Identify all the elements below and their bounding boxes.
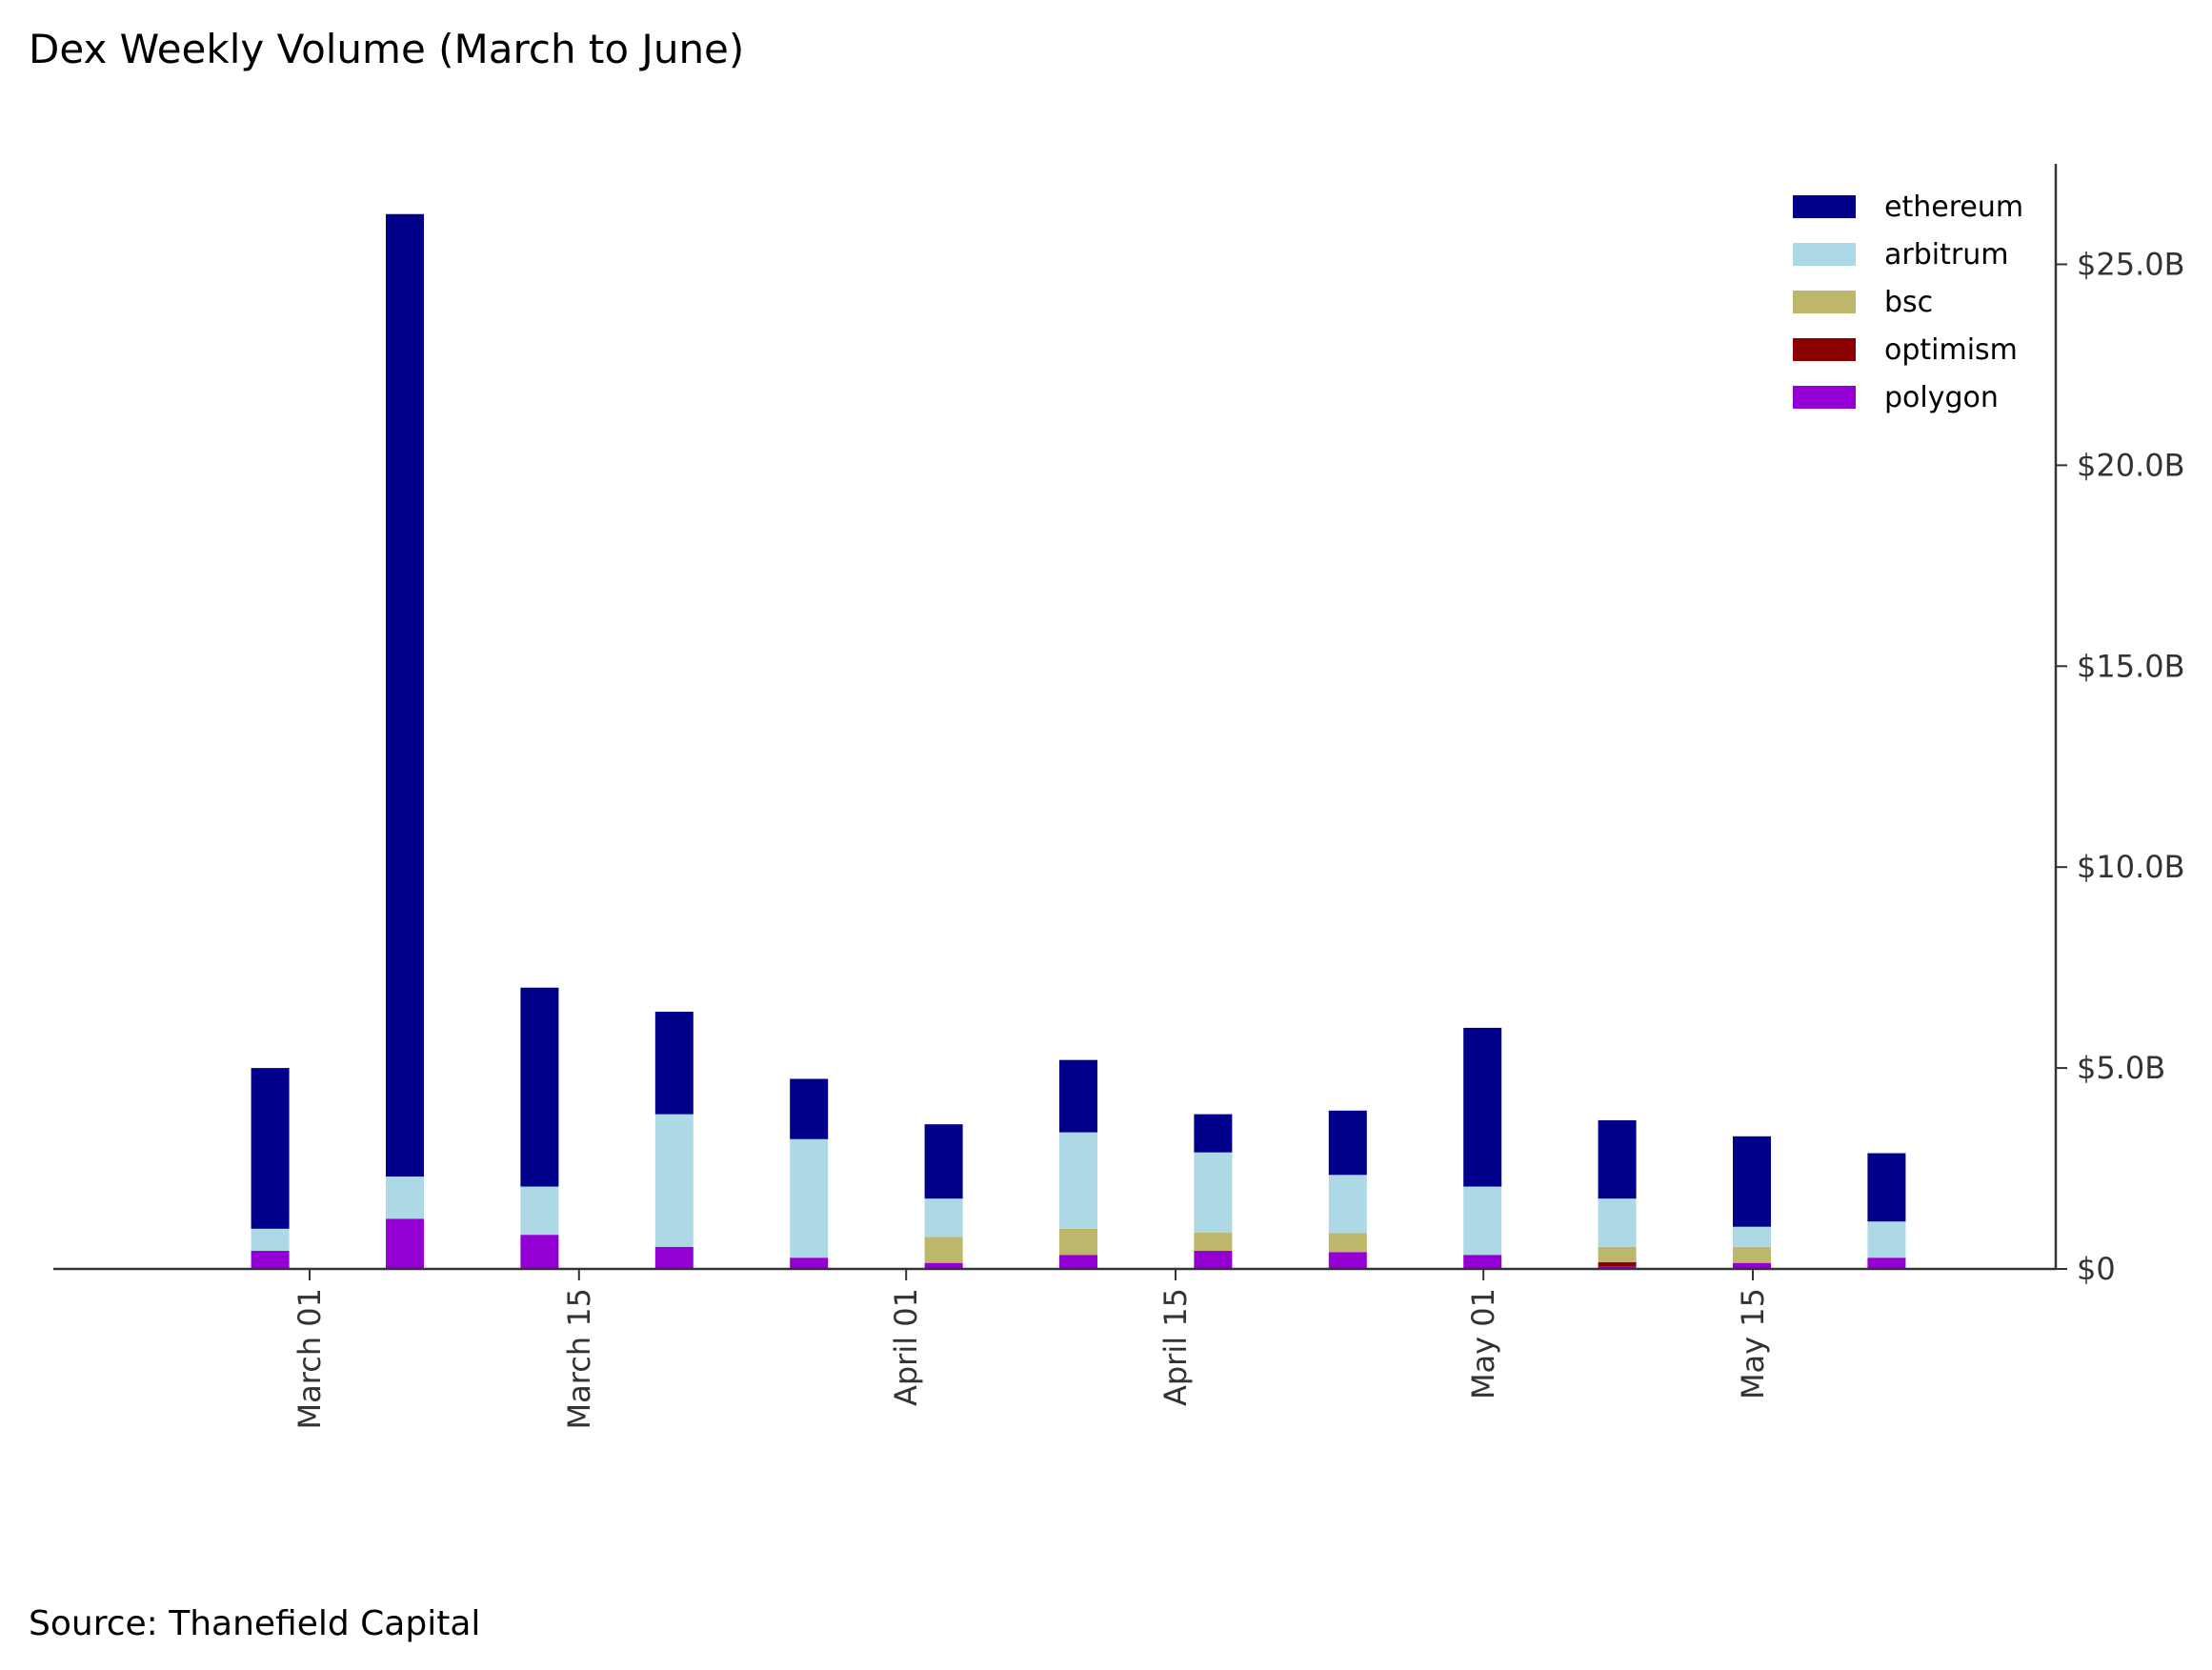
legend-swatch-optimism: [1793, 338, 1856, 361]
x-tick-label: March 15: [561, 1288, 597, 1429]
bar-polygon: [1463, 1255, 1502, 1269]
bar-bsc: [1059, 1228, 1097, 1256]
bar-polygon: [1867, 1258, 1906, 1269]
bar-ethereum: [790, 1078, 829, 1139]
legend-label-optimism: optimism: [1884, 333, 2018, 367]
y-tick-label: $25.0B: [2077, 246, 2185, 282]
bar-ethereum: [1463, 1027, 1502, 1187]
legend-label-polygon: polygon: [1884, 381, 1999, 414]
bar-polygon: [1194, 1251, 1233, 1269]
bar-bsc: [1194, 1233, 1233, 1252]
bar-ethereum: [520, 987, 559, 1187]
legend-label-arbitrum: arbitrum: [1884, 238, 2008, 272]
bar-optimism: [1598, 1261, 1637, 1267]
bar-ethereum: [654, 1012, 694, 1115]
bar-ethereum: [1328, 1110, 1367, 1176]
bar-polygon: [1328, 1252, 1367, 1269]
bar-polygon: [654, 1246, 694, 1269]
y-tick-label: $20.0B: [2077, 447, 2185, 483]
bar-polygon: [520, 1235, 559, 1269]
bar-polygon: [386, 1218, 424, 1269]
chart-title: Dex Weekly Volume (March to June): [29, 26, 745, 72]
y-tick-label: $10.0B: [2077, 849, 2185, 885]
bar-arbitrum: [1328, 1175, 1367, 1234]
bar-polygon: [1598, 1266, 1637, 1269]
x-tick-label: April 01: [888, 1288, 924, 1406]
bar-arbitrum: [924, 1198, 963, 1237]
bar-arbitrum: [1733, 1226, 1771, 1247]
legend-swatch-polygon: [1793, 386, 1856, 409]
y-ticks-layer: $0 $5.0B $10.0B $15.0B $20.0B $25.0B: [2056, 246, 2185, 1287]
legend-swatch-bsc: [1793, 291, 1856, 313]
bar-ethereum: [1733, 1136, 1771, 1227]
x-tick-label: May 01: [1465, 1288, 1501, 1399]
bars-layer: [251, 213, 1906, 1269]
y-tick-label: $15.0B: [2077, 648, 2185, 684]
bar-ethereum: [1059, 1059, 1097, 1133]
y-tick-label: $5.0B: [2077, 1050, 2165, 1086]
bar-arbitrum: [1059, 1132, 1097, 1229]
bar-ethereum: [1598, 1119, 1637, 1199]
bar-bsc: [1328, 1233, 1367, 1253]
bar-bsc: [1598, 1246, 1637, 1262]
legend-label-bsc: bsc: [1884, 286, 1933, 319]
bar-arbitrum: [790, 1138, 829, 1258]
legend-label-ethereum: ethereum: [1884, 191, 2023, 224]
y-tick-label: $0: [2077, 1251, 2116, 1287]
bar-polygon: [790, 1258, 829, 1269]
x-tick-label: April 15: [1157, 1288, 1194, 1406]
bar-arbitrum: [520, 1186, 559, 1236]
legend-swatch-ethereum: [1793, 195, 1856, 218]
bar-ethereum: [386, 213, 424, 1177]
bar-arbitrum: [251, 1228, 290, 1252]
bar-arbitrum: [1598, 1198, 1637, 1247]
bar-arbitrum: [654, 1114, 694, 1247]
x-tick-label: May 15: [1735, 1288, 1771, 1399]
bar-arbitrum: [386, 1176, 424, 1219]
x-ticks-layer: March 01 March 15 April 01 April 15 May 01 Ma…: [292, 1269, 1771, 1429]
source-note: Source: Thanefield Capital: [29, 1604, 481, 1643]
bar-bsc: [1733, 1246, 1771, 1263]
bar-polygon: [1733, 1262, 1771, 1269]
bar-ethereum: [1194, 1114, 1233, 1153]
x-tick-label: March 01: [292, 1288, 328, 1429]
bar-ethereum: [924, 1124, 963, 1199]
bar-arbitrum: [1867, 1221, 1906, 1258]
bar-arbitrum: [1194, 1152, 1233, 1234]
bar-bsc: [924, 1237, 963, 1263]
bar-polygon: [251, 1251, 290, 1269]
legend-swatch-arbitrum: [1793, 243, 1856, 266]
legend: ethereum arbitrum bsc optimism polygon: [1793, 191, 2023, 414]
bar-polygon: [924, 1262, 963, 1269]
bar-ethereum: [1867, 1153, 1906, 1222]
bar-ethereum: [251, 1068, 290, 1229]
bar-polygon: [1059, 1255, 1097, 1269]
bar-arbitrum: [1463, 1186, 1502, 1256]
